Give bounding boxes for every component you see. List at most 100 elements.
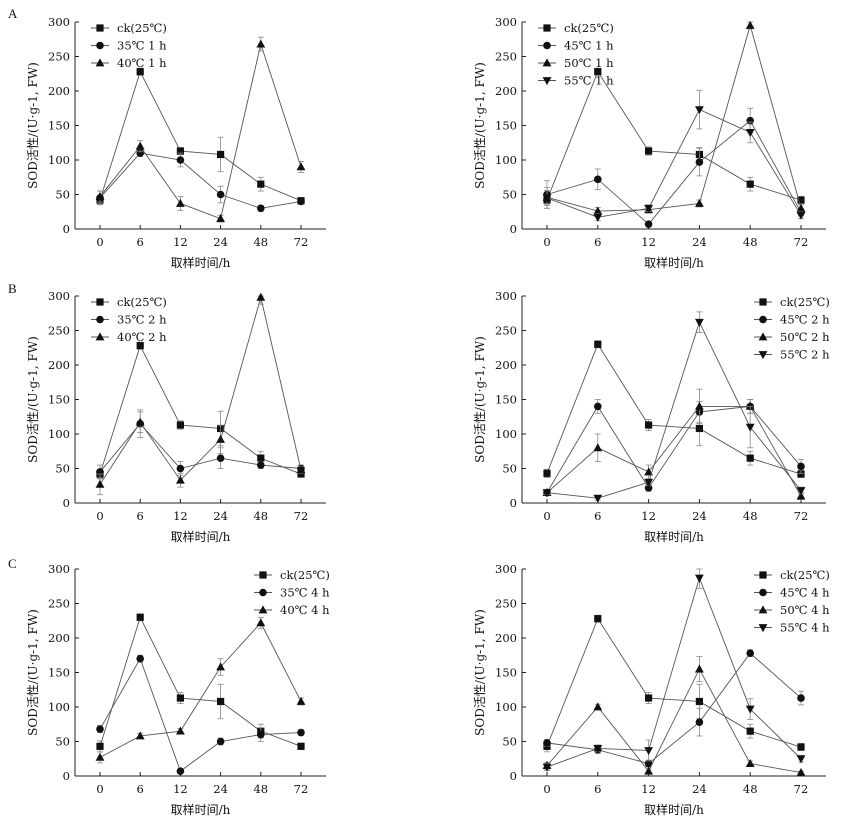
data-point (257, 180, 265, 188)
data-point (297, 728, 305, 737)
y-tick-label: 300 (495, 562, 517, 576)
legend-label: 50℃ 4 h (780, 603, 830, 617)
y-tick-label: 250 (48, 50, 70, 64)
series-line (546, 23, 802, 212)
legend-label: ck(25℃) (780, 568, 830, 582)
y-tick-label: 150 (495, 119, 517, 133)
data-point (257, 730, 265, 739)
data-point (96, 725, 104, 733)
data-point (695, 697, 703, 706)
y-axis-title: SOD活性/(U·g-1, FW) (473, 609, 487, 736)
series-line (546, 668, 802, 773)
y-tick-label: 50 (55, 735, 70, 749)
data-point (176, 198, 185, 207)
x-tick-label: 0 (96, 235, 103, 249)
y-axis-title: SOD活性/(U·g-1, FW) (26, 336, 40, 463)
data-point (746, 649, 754, 657)
y-tick-label: 50 (502, 735, 517, 749)
data-point (257, 461, 265, 469)
data-point (797, 743, 805, 751)
data-point (256, 618, 266, 627)
legend-label: 35℃ 4 h (280, 586, 330, 600)
x-tick-label: 72 (794, 509, 809, 523)
y-tick-label: 0 (63, 769, 70, 783)
series-line (546, 109, 802, 218)
legend-label: ck(25℃) (564, 21, 614, 35)
data-point (176, 767, 185, 775)
data-point (797, 462, 805, 471)
data-point (796, 487, 806, 496)
x-tick-label: 48 (253, 509, 268, 523)
data-point (95, 752, 105, 761)
data-point (136, 613, 144, 621)
chart-panel-c-right: 0 50 100 150 200 250 300 0 6 12 24 48 72 取样时间/h SOD活性/… (473, 562, 830, 817)
chart-panel-b-left: 0 50 100 150 200 250 300 0 6 12 24 48 72 取样时间/h SOD活性/… (26, 289, 326, 544)
y-tick-label: 50 (502, 188, 517, 202)
x-tick-label: 6 (594, 509, 601, 523)
y-tick-label: 250 (495, 597, 517, 611)
data-point (176, 147, 184, 155)
data-point (593, 213, 603, 222)
x-tick-label: 0 (543, 235, 550, 249)
legend-label: 45℃ 2 h (780, 313, 830, 327)
data-point (593, 206, 603, 215)
data-point (543, 469, 551, 477)
data-point (135, 731, 145, 740)
series-line (546, 576, 802, 768)
x-tick-label: 12 (173, 235, 188, 249)
x-tick-label: 12 (641, 235, 656, 249)
data-point (217, 150, 225, 159)
data-point (136, 654, 144, 663)
y-tick-label: 50 (55, 462, 70, 476)
legend-label: 45℃ 1 h (564, 39, 614, 53)
data-point (645, 147, 653, 155)
data-point (695, 158, 704, 166)
data-point (796, 211, 806, 220)
data-point (695, 424, 703, 433)
data-point (644, 759, 653, 768)
legend-marker (95, 332, 105, 341)
x-axis-title: 取样时间/h (171, 529, 231, 544)
data-point (297, 742, 305, 750)
series-line (99, 422, 302, 473)
data-point (217, 697, 225, 706)
chart-panel-a-right: 0 50 100 150 200 250 300 0 6 12 24 48 72 取样时间/h SOD活性/… (473, 15, 826, 270)
data-point (542, 489, 552, 498)
data-point (594, 402, 602, 411)
x-tick-label: 12 (173, 782, 188, 796)
x-axis-title: 取样时间/h (644, 802, 704, 817)
series-line (99, 297, 302, 485)
data-point (176, 694, 184, 702)
x-tick-label: 48 (743, 509, 758, 523)
y-tick-label: 100 (495, 427, 517, 441)
data-point (796, 755, 806, 764)
data-point (296, 696, 306, 705)
y-tick-label: 200 (495, 84, 517, 98)
legend-label: ck(25℃) (280, 568, 330, 582)
y-axis-title: SOD活性/(U·g-1, FW) (26, 62, 40, 189)
x-tick-label: 12 (641, 782, 656, 796)
x-tick-label: 48 (743, 235, 758, 249)
x-tick-label: 0 (543, 509, 550, 523)
x-tick-label: 72 (794, 235, 809, 249)
data-point (796, 767, 806, 776)
series-line (546, 321, 802, 499)
legend-label: ck(25℃) (780, 295, 830, 309)
data-point (136, 68, 144, 76)
y-tick-label: 200 (48, 358, 70, 372)
legend-marker (543, 41, 551, 50)
chart-panel-a-left: 0 50 100 150 200 250 300 0 6 12 24 48 72 取样时间/h SOD活性/… (26, 15, 326, 270)
data-point (594, 68, 602, 76)
data-point (297, 470, 305, 478)
x-axis-title: 取样时间/h (644, 529, 704, 544)
legend-marker (759, 315, 767, 324)
legend-marker (258, 605, 268, 614)
series-line (99, 344, 302, 475)
y-tick-label: 150 (495, 666, 517, 680)
legend-marker (758, 351, 768, 360)
legend-label: 40℃ 4 h (280, 603, 330, 617)
data-point (296, 162, 306, 171)
y-tick-label: 300 (495, 15, 517, 29)
series-line (546, 70, 802, 201)
